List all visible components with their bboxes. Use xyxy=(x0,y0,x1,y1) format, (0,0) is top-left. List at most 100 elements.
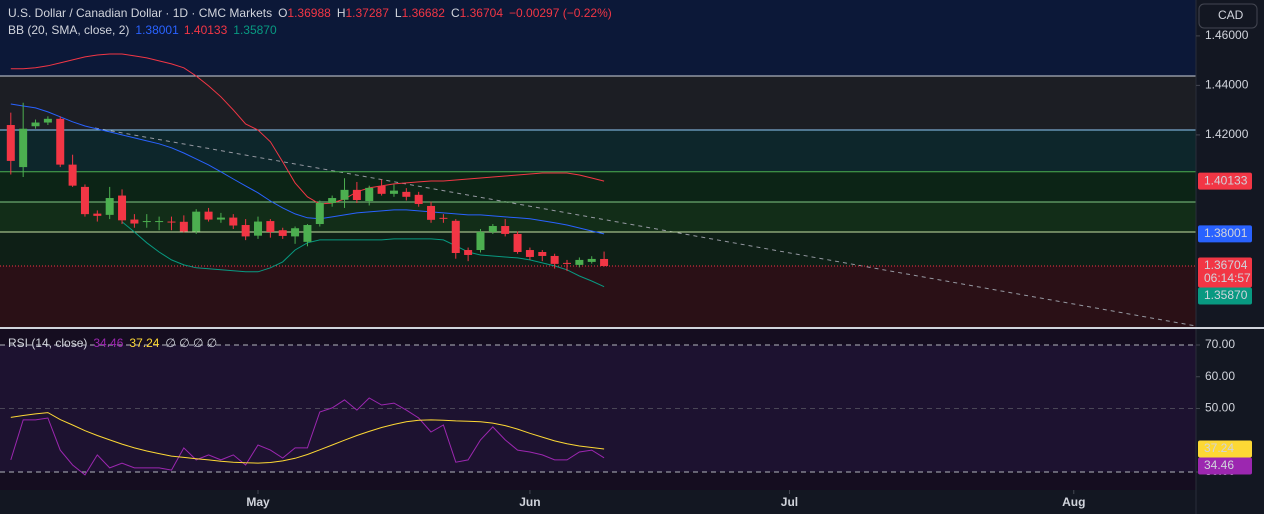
candle-body xyxy=(204,211,213,220)
candle-body xyxy=(550,255,559,264)
candle-body xyxy=(291,228,300,237)
indicator-value: 1.35870 xyxy=(233,23,277,37)
rsi-background xyxy=(0,328,1196,490)
candle-body xyxy=(563,262,572,264)
price-zone xyxy=(0,201,1196,232)
x-tick-label: Aug xyxy=(1062,495,1085,509)
candle-body xyxy=(513,233,522,253)
rsi-value: 34.46 xyxy=(93,336,123,350)
candle-body xyxy=(118,195,127,221)
y-tick-label: 1.46000 xyxy=(1205,28,1249,42)
candle-body xyxy=(31,122,40,127)
countdown-label: 06:14:57 xyxy=(1204,271,1251,285)
ohlc-value: 1.36704 xyxy=(460,6,504,20)
candle-body xyxy=(266,221,275,232)
candle-body xyxy=(501,226,510,234)
candle-body xyxy=(600,258,609,267)
symbol-header: U.S. Dollar / Canadian Dollar · 1D · CMC… xyxy=(8,6,612,20)
ohlc-key: O xyxy=(278,6,287,20)
price-badge xyxy=(1198,257,1252,288)
price-zone xyxy=(0,0,1196,76)
price-badge-label: 37.24 xyxy=(1204,441,1234,455)
candle-body xyxy=(575,259,584,265)
ohlc-value: 1.37287 xyxy=(345,6,389,20)
price-badge-label: 1.35870 xyxy=(1204,288,1248,302)
candle-body xyxy=(155,221,164,223)
ohlc-key: C xyxy=(451,6,460,20)
candle-body xyxy=(142,221,151,223)
candle-body xyxy=(328,198,337,203)
time-axis xyxy=(0,490,1196,514)
candle-body xyxy=(402,191,411,197)
ohlc-value: 1.36988 xyxy=(287,6,331,20)
indicator-value: 1.38001 xyxy=(135,23,179,37)
candle-body xyxy=(488,226,497,232)
price-zone xyxy=(0,129,1196,172)
candle-body xyxy=(414,194,423,204)
candle-body xyxy=(241,225,250,237)
y-tick-label: 1.42000 xyxy=(1205,127,1249,141)
candle-body xyxy=(303,225,312,242)
candle-body xyxy=(538,252,547,256)
price-badge-label: 1.40133 xyxy=(1204,173,1248,187)
price-badge xyxy=(1198,287,1252,305)
candle-body xyxy=(56,118,65,165)
candle-body xyxy=(192,211,201,232)
indicator-title: BB (20, SMA, close, 2) xyxy=(8,23,129,37)
price-badge xyxy=(1198,225,1252,243)
candle-body xyxy=(587,258,596,262)
x-tick-label: Jul xyxy=(781,495,798,509)
candle-body xyxy=(340,189,349,200)
rsi-header: RSI (14, close) 34.46 37.24 ∅ ∅ ∅ ∅ xyxy=(8,336,217,350)
ohlc-value: 1.36682 xyxy=(402,6,446,20)
candle-body xyxy=(80,186,89,215)
price-zone xyxy=(0,231,1196,267)
candle-body xyxy=(365,187,374,202)
ohlc-key: L xyxy=(395,6,402,20)
indicator-line xyxy=(10,103,605,235)
candle-body xyxy=(68,164,77,186)
rsi-value: 37.24 xyxy=(129,336,159,350)
rsi-tick-label: 60.00 xyxy=(1205,369,1235,383)
candle-body xyxy=(389,190,398,194)
candle-body xyxy=(439,217,448,219)
candle-body xyxy=(352,189,361,201)
price-badge xyxy=(1198,457,1252,475)
candle-body xyxy=(179,221,188,232)
change-value: −0.00297 (−0.22%) xyxy=(509,6,612,20)
price-badge-label: 1.36704 xyxy=(1204,258,1248,272)
candle-body xyxy=(19,128,28,168)
price-badge xyxy=(1198,440,1252,458)
indicator-value: 1.40133 xyxy=(184,23,228,37)
candle-body xyxy=(427,205,436,220)
candle-body xyxy=(43,118,52,123)
rsi-tick-label: 50.00 xyxy=(1205,401,1235,415)
candle-body xyxy=(377,185,386,194)
rsi-tick-label: 70.00 xyxy=(1205,337,1235,351)
ohlc-key: H xyxy=(337,6,346,20)
candle-body xyxy=(278,230,287,236)
candle-body xyxy=(216,217,225,220)
candle-body xyxy=(451,220,460,253)
trend-line xyxy=(94,127,1197,327)
indicator-header: BB (20, SMA, close, 2) 1.38001 1.40133 1.35… xyxy=(8,23,277,37)
price-zones xyxy=(0,0,1196,328)
x-tick-label: May xyxy=(246,495,270,509)
price-zone xyxy=(0,75,1196,130)
candle-body xyxy=(315,202,324,225)
candle-body xyxy=(93,213,102,216)
indicator-line xyxy=(10,412,605,464)
rsi-title: RSI (14, close) xyxy=(8,336,87,350)
candle-body xyxy=(167,221,176,223)
currency-button[interactable] xyxy=(1198,3,1258,29)
indicator-line xyxy=(10,53,605,205)
price-axis xyxy=(1196,0,1264,514)
symbol-title: U.S. Dollar / Canadian Dollar · 1D · CMC… xyxy=(8,6,272,20)
marks xyxy=(0,53,1196,476)
rsi-extra: ∅ ∅ ∅ ∅ xyxy=(165,336,217,350)
y-tick-label: 1.44000 xyxy=(1205,78,1249,92)
axes: 1.460001.440001.4200070.0060.0050.0030.0… xyxy=(246,28,1252,509)
currency-label[interactable]: CAD xyxy=(1218,8,1244,22)
candle-body xyxy=(130,219,139,224)
